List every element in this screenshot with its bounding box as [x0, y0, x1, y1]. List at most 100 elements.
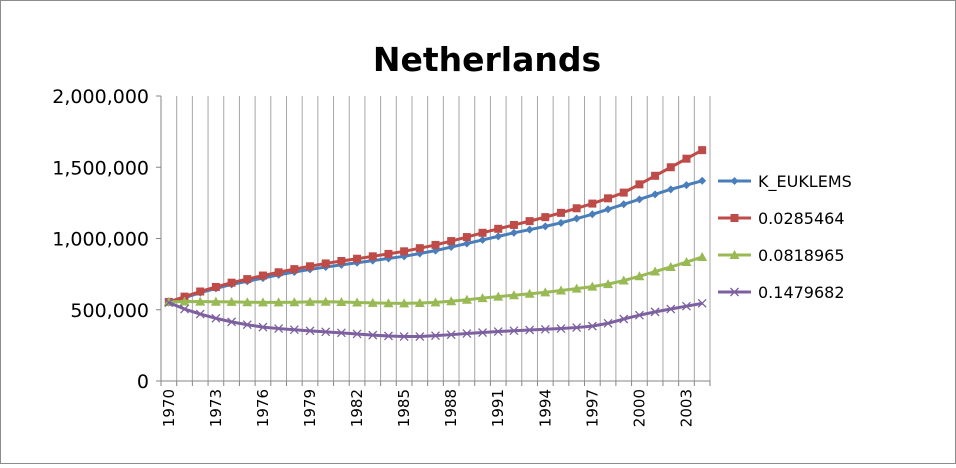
data-point [415, 332, 425, 341]
y-tick-label: 0 [137, 371, 149, 393]
data-point [243, 275, 252, 284]
data-point [666, 304, 676, 314]
data-point [196, 287, 205, 296]
x-marker-stroke [289, 325, 299, 335]
y-tick-label: 2,000,000 [52, 86, 149, 108]
data-point [399, 332, 409, 341]
data-point [525, 225, 534, 234]
data-point [588, 210, 597, 219]
data-point [697, 252, 708, 262]
x-marker-stroke [446, 330, 456, 340]
axes [156, 95, 711, 386]
x-marker-stroke [383, 331, 393, 341]
data-point [618, 275, 629, 285]
data-point [211, 313, 221, 323]
x-tick-label: 1976 [254, 389, 272, 427]
x-tick-label: 1994 [536, 389, 554, 427]
legend-entry-2: 0.0285464 [718, 209, 845, 228]
data-point [462, 329, 472, 339]
data-point [180, 304, 189, 314]
data-point [556, 208, 565, 217]
data-point [635, 180, 644, 189]
data-point [352, 297, 363, 307]
x-marker-stroke [682, 301, 691, 311]
x-marker-stroke [540, 324, 550, 334]
legend-marker [730, 214, 739, 222]
data-point [368, 252, 377, 261]
data-point [604, 205, 613, 214]
x-marker-stroke [634, 310, 644, 320]
chart-title: Netherlands [373, 40, 601, 79]
data-point [179, 296, 190, 306]
data-point [540, 324, 550, 334]
data-point [462, 239, 471, 248]
data-point [257, 297, 268, 307]
data-point [274, 268, 283, 277]
legend-entry-3: 0.0818965 [718, 246, 845, 265]
y-tick-label: 1,000,000 [52, 229, 149, 251]
data-point [227, 317, 237, 327]
data-point [494, 232, 503, 241]
plot-area [163, 146, 708, 341]
data-point [525, 217, 534, 226]
data-point [242, 320, 252, 330]
x-marker-stroke [730, 287, 739, 297]
data-point [587, 321, 597, 331]
x-tick-label: 1988 [442, 389, 460, 427]
legend-label: 0.0285464 [758, 209, 845, 228]
data-point [384, 249, 393, 258]
data-point [493, 327, 503, 337]
data-point [509, 228, 518, 237]
data-point [478, 328, 488, 338]
x-marker-stroke [227, 317, 237, 327]
x-marker-stroke [321, 327, 331, 337]
data-point [698, 176, 707, 185]
x-marker-stroke [415, 332, 425, 341]
x-marker-stroke [462, 329, 472, 339]
data-point [195, 296, 206, 306]
data-point [336, 328, 346, 338]
legend-entry-1: K_EUKLEMS [718, 172, 852, 192]
data-point [352, 329, 362, 339]
data-point [337, 257, 346, 266]
data-point [681, 257, 692, 267]
x-marker-stroke [399, 332, 409, 341]
data-point [697, 298, 707, 308]
data-point [383, 331, 393, 341]
x-tick-label: 1970 [160, 389, 178, 427]
data-point [461, 294, 472, 304]
x-tick-label: 1985 [395, 389, 413, 427]
data-point [587, 281, 598, 291]
data-point [571, 283, 582, 293]
data-point [650, 307, 660, 317]
data-point [619, 188, 628, 197]
x-marker-stroke [305, 326, 315, 336]
data-point [446, 296, 457, 306]
y-tick-labels: 0 500,000 1,000,000 1,500,000 2,000,000 [52, 86, 149, 393]
x-tick-label: 1973 [207, 389, 225, 427]
x-tick-label: 1982 [348, 389, 366, 427]
x-marker-stroke [352, 329, 362, 339]
legend-marker [730, 177, 739, 185]
data-point [227, 278, 236, 287]
data-point [290, 265, 299, 274]
legend: K_EUKLEMS 0.0285464 0.0818965 0.1479682 [718, 172, 852, 302]
data-point [666, 163, 675, 172]
data-point [462, 233, 471, 242]
x-marker-stroke [572, 323, 582, 333]
data-point [556, 218, 565, 227]
data-point [211, 282, 220, 291]
data-point [210, 296, 221, 306]
data-point [446, 330, 456, 340]
data-point [493, 291, 504, 301]
data-point [384, 254, 393, 263]
data-point [226, 296, 237, 306]
legend-entry-4: 0.1479682 [718, 283, 845, 302]
legend-label: 0.1479682 [758, 283, 845, 302]
data-point [509, 326, 519, 336]
data-point [478, 235, 487, 244]
y-tick-label: 500,000 [70, 300, 149, 322]
data-point [619, 200, 628, 209]
